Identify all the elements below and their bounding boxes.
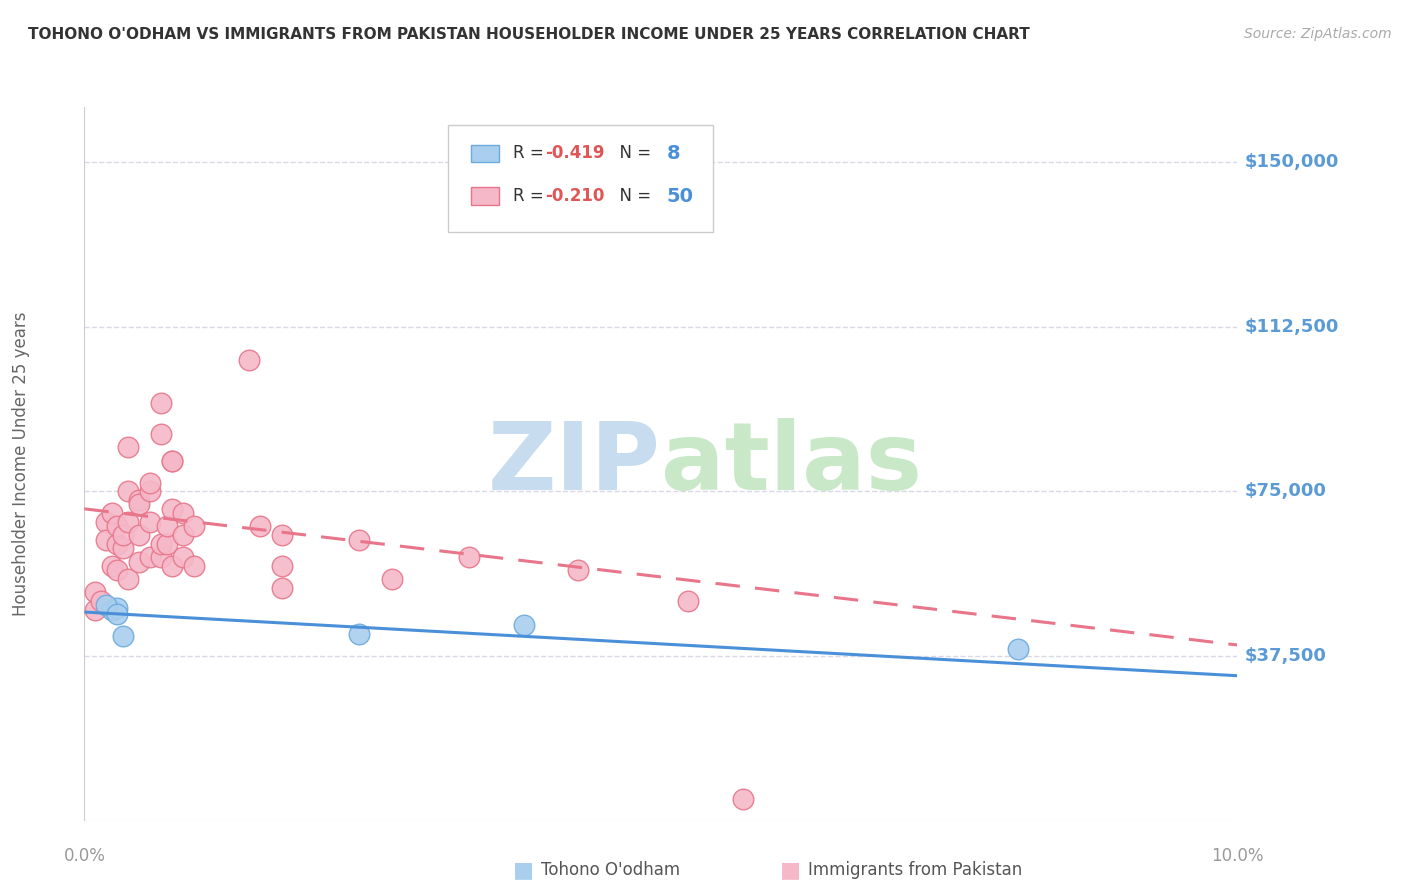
- Text: $112,500: $112,500: [1244, 318, 1339, 335]
- Point: [457, 550, 479, 565]
- Point: [347, 533, 370, 547]
- Text: 10.0%: 10.0%: [1211, 847, 1264, 865]
- Point: [160, 558, 183, 573]
- Point: [139, 475, 162, 490]
- Text: R =: R =: [513, 145, 550, 162]
- FancyBboxPatch shape: [471, 145, 499, 162]
- Point: [183, 519, 205, 533]
- Point: [101, 558, 124, 573]
- Text: $150,000: $150,000: [1244, 153, 1339, 171]
- Point: [733, 791, 755, 805]
- FancyBboxPatch shape: [471, 187, 499, 205]
- Point: [150, 427, 173, 442]
- Point: [117, 441, 139, 455]
- Point: [105, 537, 128, 551]
- Point: [271, 528, 294, 542]
- Point: [101, 506, 124, 520]
- Point: [128, 528, 150, 542]
- Text: -0.210: -0.210: [546, 187, 605, 205]
- Point: [96, 599, 118, 613]
- Point: [105, 563, 128, 577]
- Text: N =: N =: [609, 145, 657, 162]
- Text: Householder Income Under 25 years: Householder Income Under 25 years: [13, 311, 30, 616]
- Point: [172, 506, 194, 520]
- Point: [111, 629, 134, 643]
- Point: [105, 600, 128, 615]
- Text: ■: ■: [513, 860, 534, 880]
- Point: [96, 515, 118, 529]
- Text: Immigrants from Pakistan: Immigrants from Pakistan: [808, 861, 1022, 879]
- Text: 50: 50: [666, 186, 693, 206]
- Text: $75,000: $75,000: [1244, 483, 1326, 500]
- Point: [150, 550, 173, 565]
- Point: [249, 519, 271, 533]
- Point: [139, 550, 162, 565]
- Point: [567, 563, 589, 577]
- FancyBboxPatch shape: [447, 125, 713, 232]
- Point: [156, 519, 179, 533]
- Point: [1007, 642, 1029, 657]
- Point: [150, 396, 173, 410]
- Text: $37,500: $37,500: [1244, 647, 1326, 665]
- Point: [128, 498, 150, 512]
- Point: [117, 572, 139, 586]
- Point: [172, 528, 194, 542]
- Point: [105, 519, 128, 533]
- Point: [128, 493, 150, 508]
- Point: [105, 607, 128, 622]
- Point: [101, 603, 124, 617]
- Point: [183, 558, 205, 573]
- Point: [512, 618, 534, 632]
- Text: atlas: atlas: [661, 417, 922, 510]
- Text: 8: 8: [666, 144, 681, 163]
- Point: [139, 484, 162, 499]
- Point: [84, 603, 107, 617]
- Point: [111, 541, 134, 556]
- Point: [678, 594, 700, 608]
- Point: [156, 537, 179, 551]
- Point: [117, 484, 139, 499]
- Point: [139, 515, 162, 529]
- Text: ZIP: ZIP: [488, 417, 661, 510]
- Point: [381, 572, 404, 586]
- Point: [128, 555, 150, 569]
- Text: N =: N =: [609, 187, 657, 205]
- Point: [172, 550, 194, 565]
- Point: [150, 537, 173, 551]
- Point: [271, 581, 294, 595]
- Point: [111, 528, 134, 542]
- Point: [160, 453, 183, 467]
- Text: Tohono O'odham: Tohono O'odham: [541, 861, 681, 879]
- Point: [90, 594, 112, 608]
- Point: [271, 558, 294, 573]
- Text: ■: ■: [780, 860, 801, 880]
- Point: [160, 501, 183, 516]
- Point: [84, 585, 107, 599]
- Point: [160, 453, 183, 467]
- Text: R =: R =: [513, 187, 550, 205]
- Point: [238, 352, 260, 367]
- Text: TOHONO O'ODHAM VS IMMIGRANTS FROM PAKISTAN HOUSEHOLDER INCOME UNDER 25 YEARS COR: TOHONO O'ODHAM VS IMMIGRANTS FROM PAKIST…: [28, 27, 1029, 42]
- Point: [347, 627, 370, 641]
- Text: 0.0%: 0.0%: [63, 847, 105, 865]
- Text: -0.419: -0.419: [546, 145, 605, 162]
- Point: [96, 533, 118, 547]
- Point: [117, 515, 139, 529]
- Text: Source: ZipAtlas.com: Source: ZipAtlas.com: [1244, 27, 1392, 41]
